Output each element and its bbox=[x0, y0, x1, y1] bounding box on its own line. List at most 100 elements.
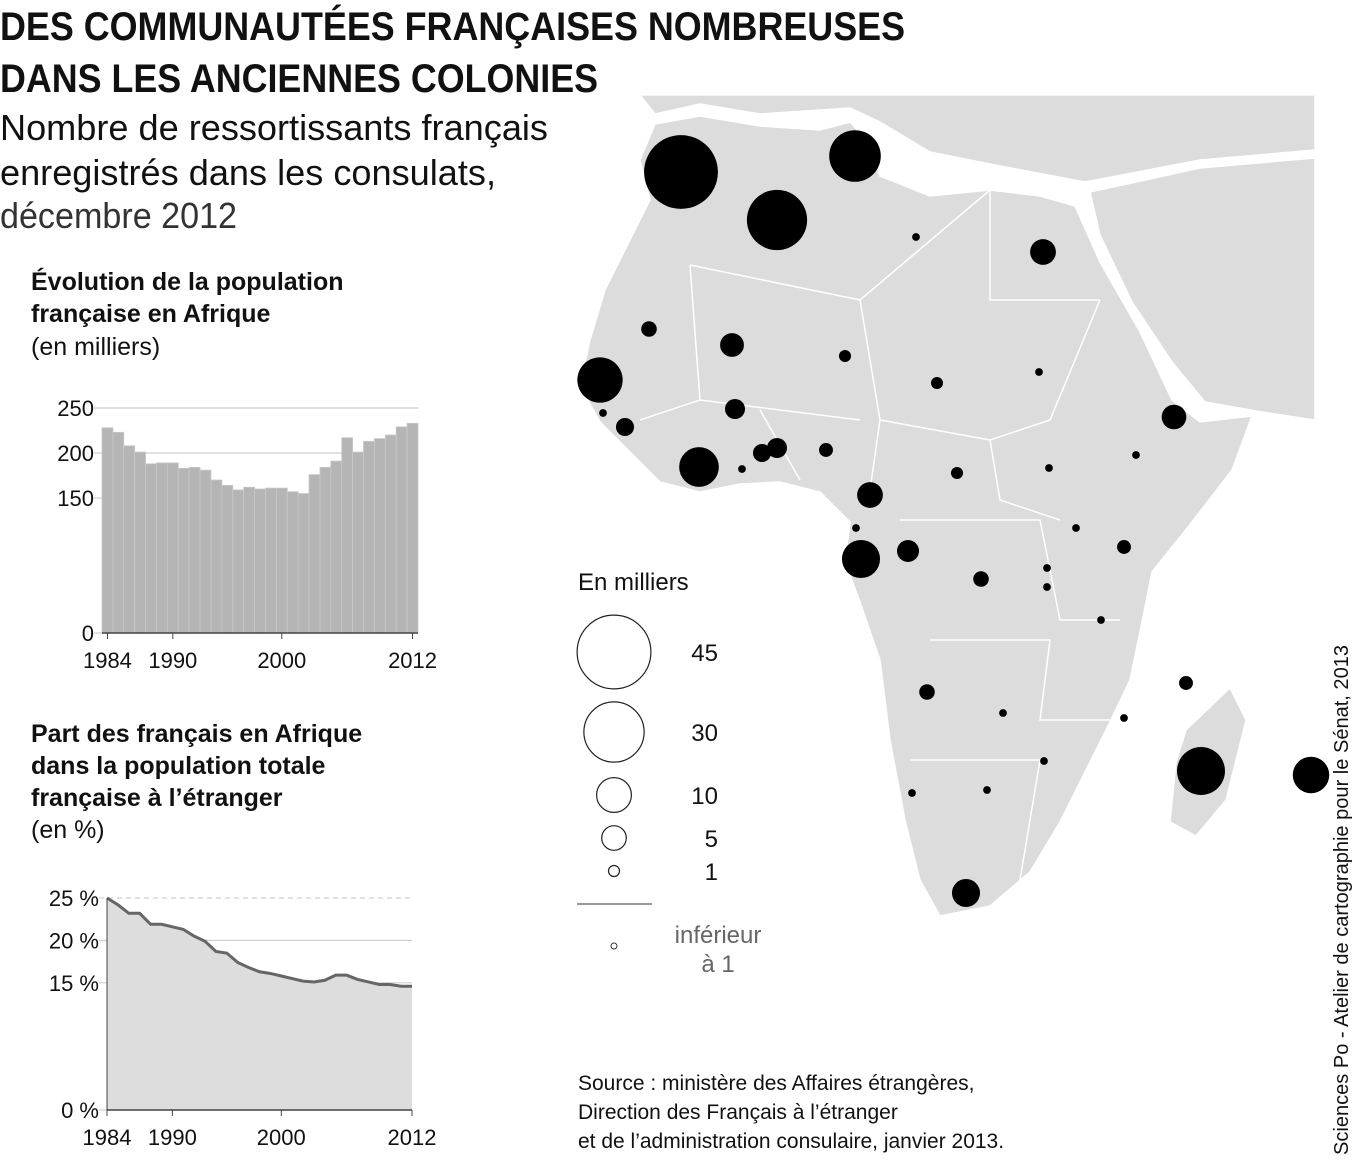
bubble bbox=[1132, 451, 1140, 459]
legend-circle bbox=[601, 825, 627, 851]
map-base bbox=[579, 94, 1316, 917]
y-tick-label: 25 % bbox=[49, 886, 99, 911]
source: Source : ministère des Affaires étrangèr… bbox=[578, 1072, 974, 1095]
legend-label: à 1 bbox=[701, 951, 734, 978]
bar bbox=[265, 487, 277, 634]
bubble bbox=[738, 465, 746, 473]
x-tick-label: 1984 bbox=[83, 648, 132, 673]
chart-title: dans la population totale bbox=[31, 752, 326, 780]
bubble bbox=[1179, 676, 1193, 690]
bar bbox=[363, 440, 375, 634]
x-tick-label: 1984 bbox=[83, 1125, 132, 1150]
chart-title: Part des français en Afrique bbox=[31, 720, 362, 748]
bubble bbox=[1072, 524, 1080, 532]
legend-title: En milliers bbox=[578, 569, 689, 596]
bar bbox=[188, 466, 201, 634]
bar bbox=[177, 467, 190, 634]
bar bbox=[210, 479, 223, 634]
y-tick-label: 0 bbox=[82, 621, 94, 646]
bubble bbox=[615, 417, 635, 437]
bubble bbox=[919, 684, 935, 700]
chart-title: Évolution de la population bbox=[31, 267, 344, 296]
arabia bbox=[1089, 157, 1316, 421]
africa bbox=[579, 115, 1254, 917]
bar bbox=[134, 451, 146, 634]
source: et de l’administration consulaire, janvi… bbox=[578, 1130, 1004, 1153]
bubble bbox=[720, 333, 744, 357]
bubble bbox=[746, 189, 808, 251]
y-tick-label: 250 bbox=[57, 396, 94, 421]
legend-circle bbox=[610, 942, 618, 950]
bar bbox=[243, 486, 255, 634]
x-tick-label: 1990 bbox=[148, 648, 197, 673]
legend-circle bbox=[596, 777, 632, 813]
borders bbox=[639, 189, 1130, 881]
bubble bbox=[752, 443, 772, 463]
bubble bbox=[1030, 239, 1056, 265]
bubble bbox=[857, 482, 883, 508]
bubble bbox=[1161, 404, 1187, 430]
bubble bbox=[1120, 714, 1128, 722]
bubble bbox=[1292, 756, 1330, 794]
bubble bbox=[973, 571, 989, 587]
y-tick-label: 15 % bbox=[49, 971, 99, 996]
bubble bbox=[1035, 368, 1043, 376]
y-tick-label: 0 % bbox=[61, 1098, 99, 1123]
bubble bbox=[1043, 564, 1051, 572]
bar bbox=[254, 488, 266, 634]
bar bbox=[406, 422, 419, 634]
bubble bbox=[841, 539, 881, 579]
legend-label: 5 bbox=[705, 826, 718, 853]
legend-circle bbox=[583, 701, 645, 763]
bubble bbox=[1043, 583, 1051, 591]
chart-title: française à l’étranger bbox=[31, 784, 283, 812]
bar bbox=[166, 462, 179, 634]
legend-circle bbox=[576, 614, 652, 690]
bubble bbox=[829, 130, 881, 182]
bubble bbox=[1097, 616, 1105, 624]
bar bbox=[384, 434, 397, 634]
bar bbox=[352, 451, 364, 634]
bubble bbox=[852, 524, 860, 532]
bar bbox=[275, 487, 288, 634]
bubble bbox=[641, 321, 657, 337]
bubble bbox=[999, 709, 1007, 717]
title-line: DANS LES ANCIENNES COLONIES bbox=[0, 57, 598, 101]
bubble bbox=[930, 376, 944, 390]
bubble bbox=[950, 466, 964, 480]
chart-subtitle: (en %) bbox=[31, 816, 105, 844]
x-tick-label: 2000 bbox=[257, 1125, 306, 1150]
chart-subtitle: (en milliers) bbox=[31, 333, 160, 361]
bubble bbox=[679, 447, 719, 487]
bubble bbox=[951, 878, 981, 908]
legend-label: 30 bbox=[691, 720, 718, 747]
bar bbox=[395, 426, 408, 634]
y-tick-label: 200 bbox=[57, 441, 94, 466]
chart-title: française en Afrique bbox=[31, 300, 271, 328]
legend-label: 45 bbox=[691, 640, 718, 667]
bubble bbox=[577, 357, 623, 403]
subtitle-line: enregistrés dans les consulats, bbox=[0, 152, 496, 193]
bubble bbox=[912, 233, 920, 241]
bar bbox=[319, 466, 332, 634]
subtitle-line: Nombre de ressortissants français bbox=[0, 107, 548, 148]
bubble bbox=[599, 409, 607, 417]
bubble bbox=[1177, 747, 1225, 795]
europe bbox=[638, 94, 1316, 183]
bubble bbox=[644, 135, 718, 209]
bubble bbox=[1117, 540, 1131, 554]
bar bbox=[308, 474, 321, 634]
legend-label: inférieur bbox=[675, 922, 762, 949]
bar bbox=[297, 493, 310, 634]
bar bbox=[156, 462, 168, 634]
bar bbox=[374, 438, 386, 634]
credit: Sciences Po - Atelier de cartographie po… bbox=[1331, 645, 1353, 1155]
bubble bbox=[983, 786, 991, 794]
y-tick-label: 150 bbox=[57, 486, 94, 511]
bubble bbox=[767, 438, 787, 458]
bar bbox=[112, 431, 125, 634]
bubble bbox=[897, 540, 919, 562]
bar bbox=[221, 484, 234, 634]
subtitle-line: décembre 2012 bbox=[0, 195, 237, 236]
